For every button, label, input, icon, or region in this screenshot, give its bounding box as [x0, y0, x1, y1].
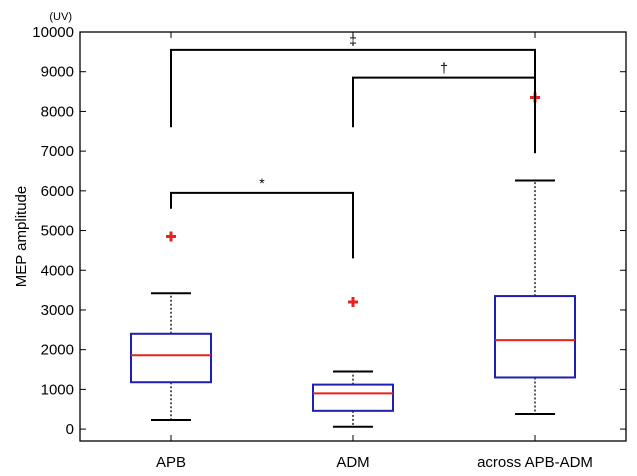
outlier-marker [348, 297, 358, 308]
y-tick-label: 6000 [41, 183, 74, 200]
x-category-label: ADM [336, 454, 369, 471]
box-iqr [312, 383, 394, 412]
y-tick-label: 2000 [41, 342, 74, 359]
y-axis-unit-label: (UV) [49, 11, 72, 23]
y-tick-label: 5000 [41, 223, 74, 240]
significance-bracket [170, 191, 354, 259]
y-tick-label: 1000 [41, 381, 74, 398]
y-tick-label: 3000 [41, 302, 74, 319]
y-tick-label: 8000 [41, 103, 74, 120]
outlier-marker [166, 231, 176, 242]
box-iqr [130, 332, 212, 384]
y-tick-label: 4000 [41, 262, 74, 279]
significance-bracket [170, 48, 536, 154]
significance-bracket [352, 76, 536, 154]
y-tick-label: 9000 [41, 64, 74, 81]
y-tick-label: 7000 [41, 143, 74, 160]
x-category-label: across APB-ADM [477, 454, 593, 471]
y-tick-label: 0 [66, 421, 74, 438]
y-axis-ticks: 0 1000 2000 3000 4000 5000 6000 7000 8000 9000 100… [32, 24, 626, 438]
significance-label: † [440, 60, 448, 76]
significance-brackets: * † ‡ [170, 32, 536, 259]
box-series [130, 92, 576, 428]
y-tick-label: 10000 [32, 24, 74, 41]
significance-label: ‡ [349, 32, 357, 48]
x-category-label: APB [156, 454, 186, 471]
box-iqr [494, 295, 576, 379]
x-axis-category-labels: APB ADM across APB-ADM [156, 32, 593, 471]
y-axis-label: MEP amplitude [13, 186, 30, 287]
significance-label: * [259, 175, 265, 191]
